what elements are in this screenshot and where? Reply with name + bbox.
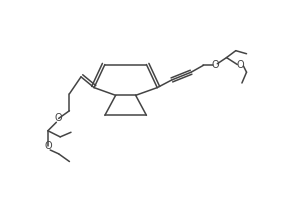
Text: O: O	[55, 113, 63, 123]
Text: O: O	[44, 141, 52, 151]
Text: O: O	[211, 60, 219, 70]
Text: O: O	[237, 60, 244, 70]
